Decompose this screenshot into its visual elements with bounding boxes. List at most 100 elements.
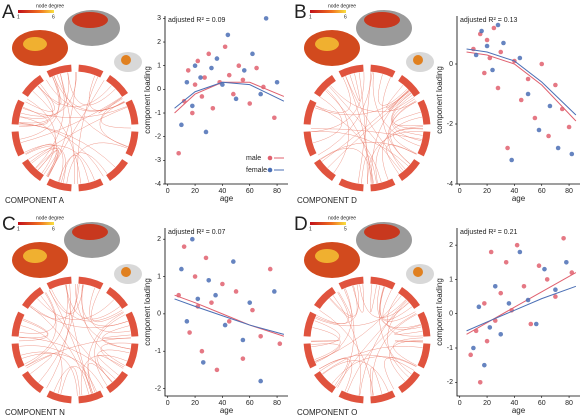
brain-lateral-hot	[72, 224, 108, 240]
y-tick-label: 0	[449, 311, 453, 318]
point	[192, 274, 198, 279]
point	[569, 270, 575, 275]
chord	[19, 123, 116, 168]
point	[267, 266, 273, 272]
chord	[19, 292, 56, 334]
chord-segment	[106, 371, 128, 393]
point	[272, 115, 277, 121]
component-label: COMPONENT A	[5, 196, 65, 205]
point	[468, 352, 473, 358]
x-tick-label: 40	[511, 400, 519, 407]
chord-segment	[303, 99, 317, 125]
point	[521, 283, 527, 289]
chord	[325, 90, 374, 184]
point	[179, 266, 184, 272]
chord	[60, 367, 81, 396]
x-tick-label: 0	[458, 400, 462, 407]
x-tick-label: 40	[219, 400, 227, 407]
brain-medial-hot	[23, 37, 47, 51]
point	[231, 259, 236, 264]
chord	[100, 342, 131, 369]
chord	[48, 72, 76, 178]
subcortical-hot	[413, 267, 423, 277]
chord	[20, 116, 57, 177]
chord	[393, 337, 423, 366]
chord	[53, 365, 94, 394]
chord-segment	[398, 287, 420, 309]
point	[210, 105, 216, 111]
x-axis-label: age	[220, 406, 234, 415]
legend-max: 6	[52, 14, 55, 20]
point	[236, 63, 242, 68]
chord	[46, 284, 71, 389]
y-tick-label: -4	[447, 181, 453, 188]
chord-segment	[125, 131, 139, 157]
chord-segment	[370, 390, 396, 404]
chord	[94, 314, 126, 386]
point	[192, 82, 198, 87]
point	[473, 328, 479, 334]
point	[247, 300, 253, 305]
x-tick-label: 20	[191, 400, 199, 407]
point	[509, 157, 514, 163]
chord-segment	[78, 390, 104, 404]
y-tick-label: -2	[155, 385, 161, 392]
chord	[91, 289, 124, 322]
chord-segment	[106, 159, 128, 181]
chord-segment	[314, 371, 336, 393]
chord	[20, 72, 69, 119]
y-axis-label: component loading	[143, 66, 152, 134]
panel-letter: B	[294, 2, 307, 23]
point	[272, 289, 277, 294]
chord-segment	[398, 75, 420, 97]
chord	[21, 351, 78, 396]
point	[477, 379, 483, 385]
point	[203, 129, 209, 135]
chord	[377, 74, 408, 106]
legend-title: node degree	[36, 3, 64, 9]
chord-segment	[370, 64, 396, 78]
point	[200, 360, 206, 365]
chord	[37, 298, 115, 320]
point	[547, 103, 553, 109]
point	[492, 283, 498, 289]
point	[192, 63, 198, 68]
chord	[19, 336, 116, 380]
fit-line	[174, 81, 285, 114]
chord	[102, 325, 131, 350]
chord-segment	[338, 178, 364, 192]
point	[479, 28, 484, 34]
y-tick-label: 3	[157, 15, 161, 22]
component-label: COMPONENT D	[297, 196, 357, 205]
x-tick-label: 60	[538, 188, 546, 195]
y-tick-label: -2	[155, 134, 161, 141]
panel-letter: C	[2, 214, 16, 235]
point	[176, 292, 181, 298]
point	[532, 115, 538, 121]
chord-segment	[22, 371, 44, 393]
point	[501, 40, 506, 46]
chord-segment	[125, 343, 139, 369]
x-tick-label: 60	[538, 400, 546, 407]
chord	[384, 357, 417, 390]
point	[209, 300, 214, 305]
chord-segment	[78, 178, 104, 192]
x-axis-label: age	[220, 194, 234, 203]
chord-segment	[338, 64, 364, 78]
point	[198, 75, 203, 80]
x-tick-label: 20	[191, 188, 199, 195]
point	[491, 25, 497, 31]
legend-title: node degree	[328, 215, 356, 221]
chord-segment	[303, 311, 317, 337]
point	[503, 259, 509, 265]
y-tick-label: 2	[157, 236, 161, 243]
chord	[382, 289, 413, 321]
y-tick-label: 1	[157, 63, 161, 70]
chord	[25, 83, 55, 112]
chord	[65, 284, 121, 320]
chord	[29, 284, 80, 320]
chord	[386, 144, 417, 175]
chord-segment	[125, 311, 139, 337]
chord	[329, 285, 358, 317]
chord	[31, 148, 59, 178]
